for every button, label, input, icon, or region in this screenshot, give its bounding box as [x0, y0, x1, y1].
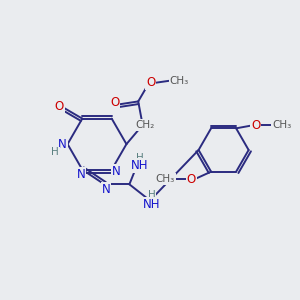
Text: O: O [110, 96, 119, 110]
Text: NH: NH [131, 159, 148, 172]
Text: N: N [112, 165, 121, 178]
Text: CH₃: CH₃ [156, 174, 175, 184]
Text: CH₃: CH₃ [272, 120, 291, 130]
Text: H: H [136, 153, 144, 163]
Text: CH₃: CH₃ [170, 76, 189, 86]
Text: H: H [51, 147, 59, 158]
Text: CH₂: CH₂ [135, 120, 154, 130]
Text: NH: NH [143, 198, 160, 211]
Text: O: O [55, 100, 64, 113]
Text: O: O [251, 119, 260, 132]
Text: O: O [187, 172, 196, 185]
Text: N: N [101, 183, 110, 196]
Text: N: N [58, 138, 67, 151]
Text: O: O [146, 76, 155, 89]
Text: N: N [76, 168, 85, 182]
Text: H: H [148, 190, 155, 200]
